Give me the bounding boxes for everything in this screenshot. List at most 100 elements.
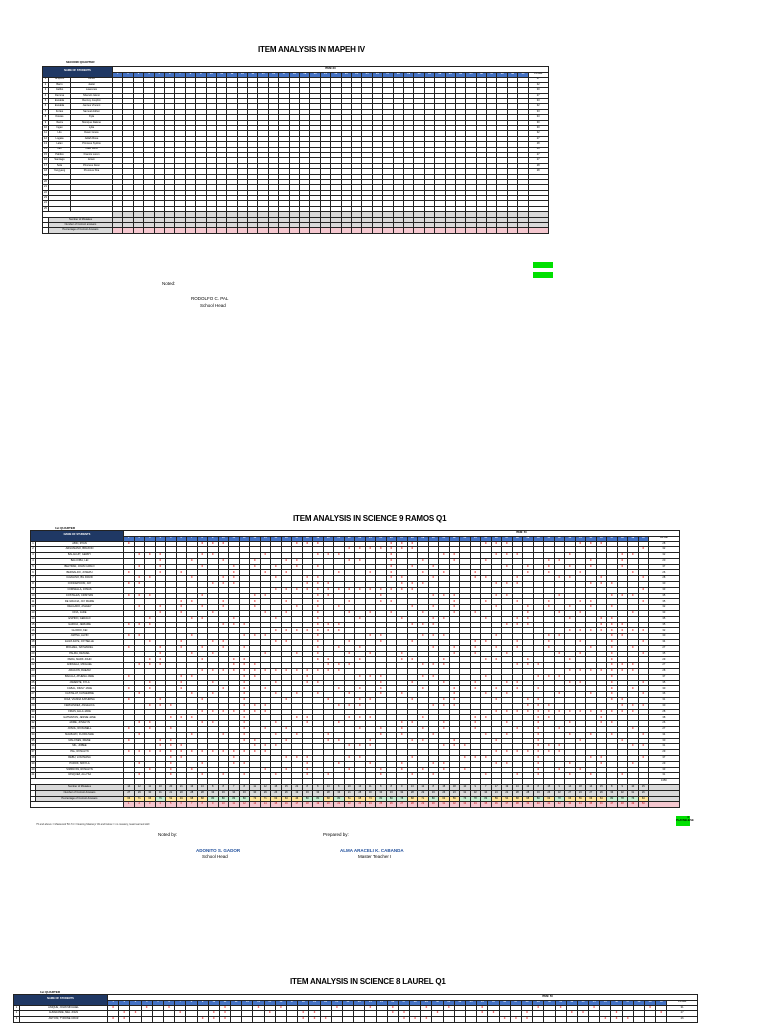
item-cell: X (217, 581, 229, 588)
item-cell (228, 639, 240, 646)
item-cell (165, 673, 177, 681)
item-cell (330, 1016, 343, 1023)
item-cell (465, 1016, 478, 1023)
item-rank-cell: 33 (459, 801, 471, 809)
item-cell: X (196, 592, 208, 600)
item-cell (165, 633, 177, 641)
item-rank-cell: 7 (186, 801, 198, 809)
student-row: 15 Pablico Francis Loren 27 (42, 151, 549, 159)
student-total: 34 (648, 639, 680, 646)
student-row: 27 CASTALAT, KATHERINE X X X X X X X X X X X X X X X X X 36 (30, 691, 680, 698)
item-cell (165, 604, 177, 612)
item-cell (217, 720, 229, 727)
item-cell: X (509, 1016, 522, 1023)
student-row: 36 MIL, JOBEE X X X X X X X X X X X X X X X X X 31 (30, 743, 680, 751)
item-cell (364, 1016, 377, 1023)
item-cell (196, 702, 208, 710)
section1-pass-indicator-2 (533, 272, 553, 278)
item-cell: X (217, 644, 229, 652)
item-cell (186, 668, 198, 675)
item-cell: X (144, 592, 156, 600)
item-cell: X (154, 737, 166, 745)
item-cell: X (207, 552, 219, 559)
item-cell (487, 1016, 500, 1023)
student-row: 4 BALCOBA, LEI X X X X X X X X X X X X X X X X 20 (30, 557, 680, 565)
item-cell (154, 592, 166, 600)
name-header: NAME OF STUDENTS (29, 530, 125, 542)
section2-teacher-title: Master Teacher I (358, 854, 392, 859)
item-cell: X (123, 540, 135, 548)
student-name: VASQUEZ, ALLYSA (34, 772, 125, 780)
item-rank-cell: 5 (165, 801, 177, 809)
item-cell (238, 639, 250, 646)
summary-cell (174, 227, 186, 234)
item-cell (175, 615, 187, 623)
item-cell (228, 697, 240, 704)
item-cell (165, 592, 177, 600)
student-row: 21 (42, 184, 549, 191)
item-cell (144, 691, 156, 698)
item-cell (196, 627, 208, 635)
item-cell (175, 731, 187, 739)
item-cell: X (238, 668, 250, 675)
item-cell (133, 656, 145, 664)
item-cell (165, 691, 177, 698)
item-cell (196, 621, 208, 629)
student-name: ABIC, RYAN (34, 540, 125, 548)
item-cell (186, 644, 198, 652)
item-cell: X (196, 656, 208, 664)
item-cell (133, 627, 145, 635)
item-cell (341, 1016, 355, 1023)
item-cell (217, 656, 229, 664)
item-cell: X (175, 673, 187, 681)
student-total: 35 (648, 598, 680, 606)
student-row: 11 DE GRACIA, JAY MARIE X X X X X X X X X X X X X X X X 35 (30, 598, 680, 606)
item-cell: X (228, 749, 240, 756)
section3-quarter: 1st QUARTER (40, 990, 61, 994)
summary-cell (648, 795, 680, 803)
item-cell (217, 586, 229, 594)
item-cell (186, 743, 198, 751)
item-cell (186, 708, 198, 716)
item-cell (217, 691, 229, 698)
item-cell (431, 1016, 444, 1023)
item-cell (123, 598, 135, 606)
section3-title: ITEM ANALYSIS IN SCIENCE 8 LAUREL Q1 (290, 977, 446, 986)
item-cell (196, 766, 208, 774)
item-cell: X (133, 749, 145, 756)
item-cell (217, 546, 229, 554)
summary-cell: 8 (238, 783, 250, 791)
item-rank-cell: 17 (291, 801, 303, 809)
item-cell: X (217, 621, 229, 629)
blank-cell (648, 801, 680, 809)
item-cell (228, 592, 240, 600)
summary-cell: 49 (175, 795, 187, 803)
student-total: 26 (648, 569, 680, 577)
blank-cell (186, 778, 198, 785)
item-cell (144, 708, 156, 716)
section2-quarter: 1st QUARTER (55, 526, 76, 530)
item-cell (144, 563, 156, 571)
item-cell: X (207, 1010, 220, 1018)
student-row: 2 ARGUMANO, BRAXON X X X X X X X X 32 (30, 546, 680, 554)
item-rank-cell: 4 (154, 801, 166, 809)
item-cell: X (175, 639, 187, 646)
item-cell (386, 1016, 399, 1023)
item-cell (228, 644, 240, 652)
item-cell (228, 610, 240, 617)
item-cell: X (196, 668, 208, 675)
item-cell (123, 552, 135, 559)
summary-cell: 80 (238, 795, 250, 803)
item-rank-cell: 1 (123, 801, 135, 809)
item-cell (165, 644, 177, 652)
student-row: 28 DIAZ, VIANNA KATHRINA X X X X X X X X X X X X X X X X 3… (30, 697, 680, 704)
item-cell (123, 639, 135, 646)
item-cell (165, 552, 177, 559)
student-name: ESPIDO, GERALD (34, 615, 125, 623)
summary-cell: 20 (175, 789, 187, 797)
summary-cell (205, 227, 217, 234)
summary-cell (475, 227, 488, 234)
item-cell: X (228, 662, 240, 670)
summary-cell: 52 (165, 795, 177, 803)
section2-teacher-name: ALMA ARACELI K. CABANDA (340, 848, 404, 853)
